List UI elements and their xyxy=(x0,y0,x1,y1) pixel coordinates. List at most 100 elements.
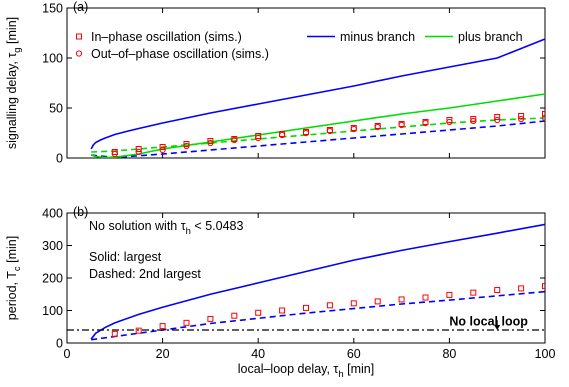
series-line-solid xyxy=(90,93,545,158)
legend-label: plus branch xyxy=(458,30,523,44)
marker-circle xyxy=(135,148,142,156)
x-tick-label: 0 xyxy=(64,347,71,361)
marker-circle xyxy=(350,125,357,133)
plot-data xyxy=(90,38,545,158)
marker-square xyxy=(255,133,262,139)
annotation-arrow-head xyxy=(494,325,501,330)
legend-label: In–phase oscillation (sims.) xyxy=(91,30,242,44)
annotation-solid: Solid: largest xyxy=(89,250,162,264)
legend: In–phase oscillation (sims.) Out–of–phase… xyxy=(75,30,523,61)
y-axis-label-main: period, T xyxy=(5,271,19,320)
marker-square xyxy=(446,291,453,298)
x-tick-label: 80 xyxy=(442,347,456,361)
marker-square xyxy=(470,289,477,296)
marker-circle xyxy=(398,121,405,129)
legend-marker-circle xyxy=(75,50,83,57)
marker-square xyxy=(470,116,477,122)
marker-circle xyxy=(494,116,501,124)
marker-circle xyxy=(231,136,238,144)
annotation-no-local-loop: No local loop xyxy=(449,314,528,328)
y-axis-label: signalling delay, τg [min] xyxy=(5,17,23,149)
y-tick-label: 300 xyxy=(42,239,63,253)
annotation-no-solution-sub: h xyxy=(186,226,191,237)
marker-square xyxy=(518,285,525,292)
panel-label: (a) xyxy=(73,0,88,14)
marker-square xyxy=(494,114,501,120)
x-tick-label: 40 xyxy=(251,347,265,361)
marker-square xyxy=(303,304,309,311)
marker-square xyxy=(542,283,545,290)
y-tick-label: 0 xyxy=(56,152,63,166)
marker-circle xyxy=(111,150,118,158)
y-axis-label-suffix: [min] xyxy=(5,17,19,48)
marker-circle xyxy=(302,129,310,137)
series-line-dashed xyxy=(91,120,545,158)
annotation-dashed: Dashed: 2nd largest xyxy=(89,267,201,281)
y-tick-label: 200 xyxy=(42,272,63,286)
y-axis-label: period, Tc [min] xyxy=(5,236,23,320)
y-tick-label: 400 xyxy=(42,207,63,221)
marker-square xyxy=(207,315,214,322)
marker-square xyxy=(542,111,545,117)
y-tick-label: 100 xyxy=(42,52,63,66)
marker-square xyxy=(111,149,118,155)
panel-label: (b) xyxy=(73,205,88,219)
marker-square xyxy=(183,141,190,147)
x-tick-label: 60 xyxy=(347,347,361,361)
panel-b: 0 20 40 60 80 100 0 100 200 300 400 (b) period, Tc [… xyxy=(5,205,555,380)
marker-square xyxy=(183,319,190,326)
x-axis-label-subscript: h xyxy=(338,369,343,380)
x-axis-label-suffix: [min] xyxy=(344,362,375,376)
marker-square xyxy=(255,309,262,316)
legend-label: minus branch xyxy=(340,30,415,44)
y-axis-label-suffix: [min] xyxy=(5,236,19,267)
marker-square xyxy=(279,307,286,314)
marker-square xyxy=(111,330,118,337)
marker-square xyxy=(446,117,453,123)
annotation-no-solution: No solution with τh < 5.0483 xyxy=(89,219,243,237)
marker-square xyxy=(231,312,238,319)
panel-a: 0 50 100 150 (a) signalling delay, τg [min] In… xyxy=(5,0,546,166)
marker-circle xyxy=(279,131,286,139)
marker-circle xyxy=(541,114,545,122)
marker-circle xyxy=(518,115,525,123)
marker-square xyxy=(135,327,142,334)
marker-circle xyxy=(326,127,333,135)
plot-data xyxy=(67,223,545,341)
annotation-no-solution-main: No solution with τ xyxy=(89,219,186,233)
marker-square xyxy=(326,302,333,309)
annotation-no-solution-suffix: < 5.0483 xyxy=(191,219,244,233)
marker-square xyxy=(494,287,501,294)
marker-square xyxy=(518,113,525,119)
marker-circle xyxy=(422,119,429,127)
y-axis-label-main: signalling delay, τ xyxy=(5,53,19,149)
marker-square xyxy=(398,296,405,303)
marker-square xyxy=(159,144,166,150)
x-axis-label-main: local–loop delay, τ xyxy=(238,362,339,376)
series-line-solid xyxy=(90,223,545,340)
legend-marker-square xyxy=(76,33,82,40)
plot-frame xyxy=(66,7,546,159)
marker-square xyxy=(422,294,429,301)
marker-circle xyxy=(207,139,214,147)
marker-circle xyxy=(374,123,381,131)
marker-square xyxy=(135,146,142,152)
marker-square xyxy=(159,323,166,330)
marker-square xyxy=(374,298,381,305)
legend-label: Out–of–phase oscillation (sims.) xyxy=(91,47,269,61)
y-tick-label: 0 xyxy=(56,337,63,351)
marker-circle xyxy=(255,134,262,142)
marker-circle xyxy=(446,118,453,126)
marker-square xyxy=(350,300,357,307)
series-line-solid xyxy=(90,38,545,150)
marker-circle xyxy=(159,146,166,154)
marker-circle xyxy=(470,117,477,125)
x-tick-label: 100 xyxy=(535,347,556,361)
y-tick-label: 150 xyxy=(42,2,63,16)
y-tick-label: 50 xyxy=(49,102,63,116)
y-tick-label: 100 xyxy=(42,304,63,318)
y-axis-label-subscript: g xyxy=(12,47,23,52)
y-axis-label-subscript: c xyxy=(12,266,23,271)
x-axis-label: local–loop delay, τh [min] xyxy=(238,362,374,380)
